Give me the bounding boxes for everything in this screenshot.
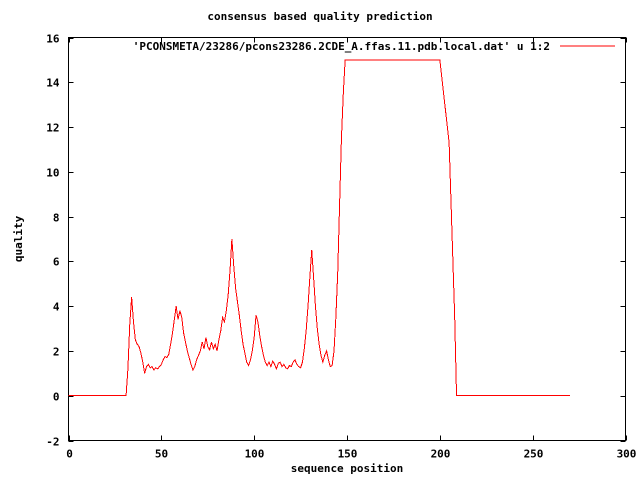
x-tick-label: 100 bbox=[245, 448, 265, 461]
x-tick-label: 50 bbox=[155, 448, 168, 461]
y-tick-label: 16 bbox=[46, 33, 60, 46]
legend: 'PCONSMETA/23286/pcons23286.2CDE_A.ffas.… bbox=[133, 40, 615, 53]
x-tick-label: 0 bbox=[66, 448, 73, 461]
y-tick-label: 8 bbox=[53, 212, 60, 225]
x-axis-ticks: 0 50 100 150 200 250 300 bbox=[66, 37, 637, 461]
chart-title: consensus based quality prediction bbox=[207, 10, 432, 23]
y-tick-label: 6 bbox=[53, 256, 60, 269]
x-tick-label: 250 bbox=[524, 448, 544, 461]
x-tick-label: 200 bbox=[431, 448, 451, 461]
data-series-line bbox=[68, 59, 570, 397]
y-tick-label: 0 bbox=[53, 391, 60, 404]
x-axis-label: sequence position bbox=[291, 462, 404, 475]
legend-entry-label: 'PCONSMETA/23286/pcons23286.2CDE_A.ffas.… bbox=[133, 40, 550, 53]
y-axis-label: quality bbox=[12, 215, 25, 262]
y-tick-label: 12 bbox=[46, 122, 59, 135]
y-tick-label: -2 bbox=[46, 436, 59, 449]
y-tick-label: 10 bbox=[46, 167, 59, 180]
y-axis-ticks: -2 0 2 4 6 8 10 12 14 16 bbox=[46, 33, 626, 449]
x-tick-label: 300 bbox=[617, 448, 637, 461]
y-tick-label: 2 bbox=[53, 346, 60, 359]
data-series-group bbox=[68, 59, 570, 397]
y-tick-label: 14 bbox=[46, 77, 60, 90]
y-tick-label: 4 bbox=[53, 301, 60, 314]
x-tick-label: 150 bbox=[338, 448, 358, 461]
